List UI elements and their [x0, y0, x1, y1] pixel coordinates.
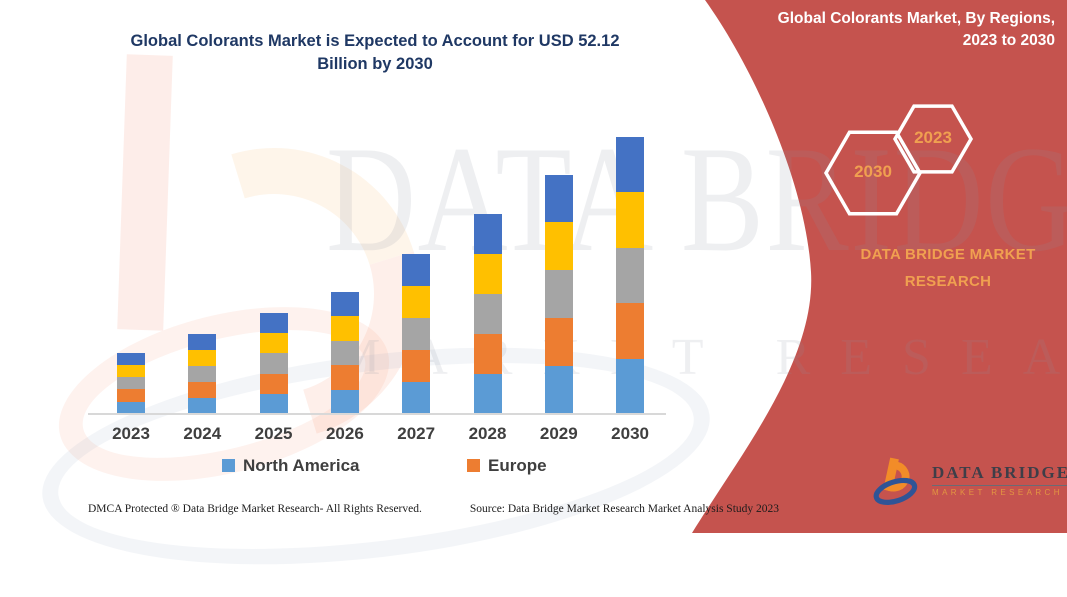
bar-segment-unlabeled-segment-yellow-2026 — [330, 316, 359, 341]
legend-item-north-america: North America — [222, 456, 360, 476]
bar-segment-europe-2023 — [117, 389, 145, 402]
x-axis-label-2030: 2030 — [611, 424, 649, 443]
bar-2025 — [259, 313, 288, 414]
logo-tagline: MARKET RESEARCH — [932, 488, 1063, 497]
legend-label-europe: Europe — [488, 456, 547, 475]
bar-segment-unlabeled-segment-yellow-2028 — [473, 254, 502, 294]
bar-segment-europe-2026 — [330, 365, 359, 390]
company-logo: DATA BRIDGE MARKET RESEARCH — [872, 455, 1067, 507]
footer: DMCA Protected ® Data Bridge Market Rese… — [88, 503, 779, 515]
bar-segment-north-america-2023 — [117, 401, 145, 414]
hexagon-badges — [815, 100, 985, 225]
bar-2023 — [117, 352, 145, 414]
hexagon-outline-icon — [823, 104, 974, 216]
bar-segment-unlabeled-segment-yellow-2025 — [259, 333, 288, 354]
watermark-tagline-text: MARKET RESEARCH — [334, 329, 1067, 386]
bar-segment-north-america-2025 — [259, 393, 288, 414]
bar-segment-europe-2028 — [473, 334, 502, 374]
side-panel-curve — [692, 0, 1067, 533]
bar-segment-europe-2029 — [544, 318, 573, 367]
bar-segment-unlabeled-segment-dark-blue-2029 — [544, 174, 573, 223]
bar-segment-europe-2024 — [188, 382, 217, 398]
panel-brand-line2: RESEARCH — [904, 273, 992, 290]
bar-segment-unlabeled-segment-gray-2028 — [473, 294, 502, 334]
x-axis-label-2025: 2025 — [254, 424, 293, 443]
legend-item-europe: Europe — [467, 456, 547, 476]
chart-title: Global Colorants Market is Expected to A… — [115, 30, 635, 76]
footer-dmca-text: DMCA Protected ® Data Bridge Market Rese… — [88, 503, 422, 515]
bar-2024 — [188, 334, 217, 414]
legend-swatch-north-america — [222, 459, 235, 472]
bar-2029 — [544, 174, 573, 414]
logo-b-icon — [873, 457, 918, 505]
bar-segment-unlabeled-segment-gray-2024 — [188, 366, 217, 382]
bar-segment-north-america-2029 — [544, 366, 573, 414]
bar-segment-unlabeled-segment-dark-blue-2027 — [402, 254, 431, 286]
bar-2026 — [330, 291, 359, 414]
bar-segment-unlabeled-segment-gray-2029 — [544, 270, 573, 319]
x-axis-label-2026: 2026 — [325, 424, 364, 443]
bar-segment-unlabeled-segment-gray-2025 — [259, 353, 288, 374]
bar-segment-north-america-2024 — [188, 398, 217, 414]
bar-segment-unlabeled-segment-yellow-2024 — [188, 350, 217, 366]
bar-segment-unlabeled-segment-gray-2026 — [330, 340, 359, 365]
bar-segment-north-america-2027 — [402, 382, 431, 414]
legend-swatch-europe — [467, 459, 480, 472]
bar-segment-north-america-2026 — [330, 389, 359, 414]
hexagon-year-2030: 2030 — [854, 162, 892, 181]
bar-segment-europe-2030 — [616, 303, 645, 359]
bar-segment-europe-2025 — [259, 373, 288, 394]
side-panel-background — [692, 0, 1067, 533]
panel-brand-text: DATA BRIDGE MARKET RESEARCH — [843, 241, 1053, 295]
chart-title-line2: Billion by 2030 — [317, 55, 433, 74]
bar-2030 — [616, 137, 645, 414]
legend-label-north-america: North America — [243, 456, 360, 475]
logo-name: DATA BRIDGE — [932, 463, 1067, 486]
chart-title-line1: Global Colorants Market is Expected to A… — [130, 32, 620, 50]
bar-segment-unlabeled-segment-dark-blue-2030 — [616, 137, 645, 193]
x-axis-label-2027: 2027 — [397, 424, 436, 443]
panel-title-line1: Global Colorants Market, By Regions, — [777, 10, 1055, 27]
bar-segment-unlabeled-segment-gray-2030 — [616, 247, 645, 304]
footer-source-text: Source: Data Bridge Market Research Mark… — [469, 503, 780, 515]
panel-brand-line1: DATA BRIDGE MARKET — [860, 246, 1036, 263]
bar-segment-unlabeled-segment-gray-2027 — [402, 318, 431, 350]
bar-chart-plot-area: 2023 2024 2025 2026 2027 2028 2029 2030 — [112, 137, 649, 443]
bar-segment-unlabeled-segment-yellow-2029 — [544, 222, 573, 271]
bar-segment-europe-2027 — [402, 350, 431, 382]
x-axis-label-2023: 2023 — [112, 424, 150, 443]
bar-segment-north-america-2030 — [616, 358, 645, 414]
bar-segment-unlabeled-segment-yellow-2027 — [402, 286, 431, 318]
x-axis-label-2029: 2029 — [539, 424, 578, 443]
bar-segment-unlabeled-segment-yellow-2030 — [616, 192, 645, 248]
watermark-brand-text: DATA BRIDGE — [326, 115, 1067, 283]
bar-segment-unlabeled-segment-dark-blue-2026 — [330, 291, 359, 316]
x-axis-label-2024: 2024 — [183, 424, 222, 443]
panel-title: Global Colorants Market, By Regions, 202… — [725, 8, 1055, 53]
bar-segment-unlabeled-segment-dark-blue-2023 — [117, 352, 145, 365]
bar-segment-north-america-2028 — [473, 374, 502, 414]
bar-segment-unlabeled-segment-gray-2023 — [117, 377, 145, 390]
bar-segment-unlabeled-segment-dark-blue-2024 — [188, 334, 217, 350]
bar-2028 — [473, 214, 502, 414]
bar-segment-unlabeled-segment-dark-blue-2028 — [473, 214, 502, 254]
x-axis-line — [88, 413, 666, 415]
bar-segment-unlabeled-segment-dark-blue-2025 — [259, 313, 288, 334]
panel-title-line2: 2023 to 2030 — [962, 32, 1055, 50]
hexagon-year-2023: 2023 — [914, 128, 952, 147]
logo-text-block: DATA BRIDGE MARKET RESEARCH — [932, 455, 1067, 497]
bar-segment-unlabeled-segment-yellow-2023 — [117, 364, 145, 378]
bar-2027 — [402, 254, 431, 414]
x-axis-label-2028: 2028 — [468, 424, 507, 443]
